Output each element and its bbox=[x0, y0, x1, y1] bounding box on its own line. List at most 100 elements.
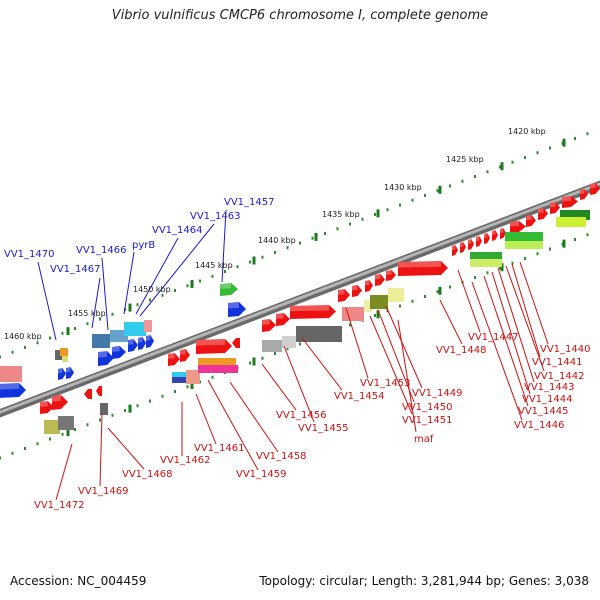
cds-block bbox=[364, 300, 372, 312]
label-leader bbox=[283, 345, 315, 423]
gene-arrow-shine bbox=[500, 228, 504, 233]
tick-label: 1435 kbp bbox=[322, 210, 360, 219]
tick-dot bbox=[349, 222, 351, 226]
gene-arrow-shine bbox=[468, 239, 472, 244]
major-tick bbox=[252, 256, 256, 265]
gene-label: VV1_1440 bbox=[540, 344, 591, 355]
forward-gene bbox=[580, 189, 588, 200]
forward-gene bbox=[562, 196, 578, 208]
gene-arrow-body bbox=[0, 383, 26, 398]
gene-arrow-body bbox=[500, 228, 506, 239]
gene-arrow-shine bbox=[562, 196, 571, 202]
gene-arrow-body bbox=[460, 242, 466, 253]
tick-dot bbox=[249, 260, 251, 264]
tick-dot bbox=[61, 331, 64, 335]
gene-arrow-body bbox=[550, 202, 560, 214]
tick-dot bbox=[136, 303, 139, 307]
forward-gene bbox=[398, 261, 448, 276]
gene-arrow-shine bbox=[58, 368, 63, 374]
major-tick bbox=[252, 357, 256, 366]
chromosome-backbone bbox=[0, 180, 600, 418]
gene-arrow-shine bbox=[492, 230, 496, 235]
forward-gene bbox=[476, 236, 482, 247]
tick-label: 1460 kbp bbox=[4, 332, 42, 341]
cds-block bbox=[172, 372, 186, 378]
label-leader bbox=[135, 237, 179, 315]
gene-arrow-shine bbox=[510, 221, 519, 227]
gene-arrow-body bbox=[168, 353, 180, 366]
gene-arrow-shine bbox=[196, 339, 225, 346]
gene-labels: VV1_1457 VV1_1463 VV1_1464 pyrB VV1_1466 VV1_… bbox=[4, 197, 591, 511]
cds-block bbox=[110, 330, 128, 342]
gene-arrow-body bbox=[52, 395, 68, 410]
tick-dot bbox=[174, 390, 176, 393]
tick-dot bbox=[199, 279, 201, 283]
gene-arrow-shine bbox=[590, 183, 596, 189]
gene-arrow-shine bbox=[476, 236, 480, 241]
gene-label: VV1_1453 bbox=[360, 378, 411, 389]
gene-arrow-shine bbox=[138, 337, 143, 343]
tick-dot bbox=[99, 317, 101, 321]
gene-label: VV1_1456 bbox=[276, 410, 327, 421]
gene-arrow-body bbox=[468, 239, 474, 250]
tick-dot bbox=[349, 323, 351, 327]
gene-arrow-body bbox=[180, 349, 190, 362]
gene-arrow-shine bbox=[276, 313, 284, 319]
forward-gene bbox=[138, 337, 146, 350]
gene-arrow-shine bbox=[580, 189, 585, 194]
gene-arrow-shine bbox=[98, 351, 107, 358]
tick-label: 1425 kbp bbox=[446, 155, 484, 164]
cds-block bbox=[556, 217, 586, 227]
gene-arrow-shine bbox=[375, 274, 381, 280]
reverse-gene bbox=[52, 395, 68, 410]
tick-dot bbox=[524, 257, 526, 260]
gene-arrow-shine bbox=[228, 302, 239, 309]
accession-text: Accession: NC_004459 bbox=[10, 574, 147, 588]
label-leader bbox=[91, 277, 101, 329]
tick-dot bbox=[474, 276, 476, 279]
tick-dot bbox=[436, 189, 439, 193]
major-tick bbox=[438, 286, 442, 295]
tick-label: 1420 kbp bbox=[508, 127, 546, 136]
major-tick bbox=[562, 138, 566, 147]
gene-label: VV1_1466 bbox=[76, 245, 127, 256]
tick-dot bbox=[24, 346, 26, 349]
label-leader bbox=[301, 337, 343, 391]
label-leader bbox=[229, 381, 279, 453]
tick-dot bbox=[374, 213, 376, 216]
major-tick bbox=[376, 209, 380, 218]
tick-dot bbox=[299, 241, 301, 245]
gene-arrow-body bbox=[196, 339, 232, 354]
backbone-highlight bbox=[0, 182, 600, 414]
tick-dot bbox=[149, 399, 151, 403]
tick-dot bbox=[499, 165, 501, 169]
gene-arrow-shine bbox=[112, 346, 120, 352]
tick-dot bbox=[36, 442, 39, 446]
forward-gene bbox=[365, 280, 373, 292]
tick-dot bbox=[511, 160, 514, 164]
forward-gene bbox=[128, 339, 138, 352]
tick-dot bbox=[261, 255, 264, 259]
tick-dot bbox=[111, 312, 114, 316]
tick-dot bbox=[286, 246, 289, 250]
tick-dot bbox=[86, 322, 89, 326]
gene-arrow-shine bbox=[0, 383, 19, 390]
cds-block bbox=[282, 336, 296, 348]
tick-dot bbox=[486, 271, 489, 275]
tick-dot bbox=[511, 261, 514, 265]
cds-block bbox=[0, 366, 22, 382]
tick-dot bbox=[36, 341, 39, 345]
cds-block bbox=[560, 210, 590, 220]
tick-dot bbox=[61, 432, 64, 436]
tick-dot bbox=[161, 394, 164, 398]
label-leader bbox=[457, 269, 481, 333]
major-tick bbox=[438, 185, 442, 194]
cds-block bbox=[58, 416, 74, 430]
gene-label: VV1_1462 bbox=[160, 455, 211, 466]
gene-arrow-body bbox=[562, 196, 578, 208]
reverse-gene bbox=[96, 386, 102, 396]
gene-label: VV1_1470 bbox=[4, 249, 55, 260]
tick-dot bbox=[74, 428, 76, 431]
tick-dot bbox=[0, 456, 1, 460]
